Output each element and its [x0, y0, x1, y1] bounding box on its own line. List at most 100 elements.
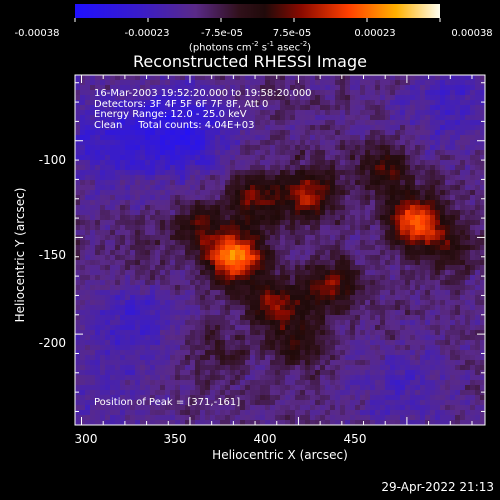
heatmap-cell: [220, 190, 226, 196]
heatmap-cell: [350, 260, 356, 266]
heatmap-cell: [340, 165, 346, 171]
heatmap-cell: [385, 145, 391, 151]
heatmap-cell: [240, 125, 246, 131]
heatmap-cell: [305, 265, 311, 271]
heatmap-cell: [330, 230, 336, 236]
heatmap-cell: [170, 115, 176, 121]
heatmap-cell: [110, 370, 116, 376]
heatmap-cell: [455, 240, 461, 246]
heatmap-cell: [450, 360, 456, 366]
heatmap-cell: [185, 305, 191, 311]
heatmap-cell: [280, 90, 286, 96]
heatmap-cell: [185, 105, 191, 111]
heatmap-cell: [435, 190, 441, 196]
heatmap-cell: [390, 290, 396, 296]
heatmap-cell: [445, 255, 451, 261]
heatmap-cell: [195, 295, 201, 301]
heatmap-cell: [135, 300, 141, 306]
heatmap-cell: [360, 215, 366, 221]
heatmap-cell: [190, 250, 196, 256]
heatmap-cell: [365, 365, 371, 371]
heatmap-cell: [340, 150, 346, 156]
heatmap-cell: [330, 280, 336, 286]
heatmap-cell: [95, 85, 101, 91]
heatmap-cell: [260, 95, 266, 101]
heatmap-cell: [425, 260, 431, 266]
heatmap-cell: [210, 100, 216, 106]
heatmap-cell: [185, 110, 191, 116]
heatmap-cell: [270, 220, 276, 226]
heatmap-cell: [410, 85, 416, 91]
heatmap-cell: [410, 365, 416, 371]
heatmap-cell: [130, 170, 136, 176]
heatmap-cell: [115, 75, 121, 81]
heatmap-cell: [480, 115, 486, 121]
heatmap-cell: [190, 365, 196, 371]
heatmap-cell: [480, 120, 486, 126]
heatmap-cell: [160, 180, 166, 186]
heatmap-cell: [370, 210, 376, 216]
heatmap-cell: [440, 150, 446, 156]
heatmap-cell: [120, 285, 126, 291]
heatmap-cell: [390, 365, 396, 371]
heatmap-cell: [115, 350, 121, 356]
heatmap-cell: [110, 235, 116, 241]
heatmap-cell: [210, 315, 216, 321]
heatmap-cell: [405, 85, 411, 91]
heatmap-cell: [250, 80, 256, 86]
heatmap-cell: [370, 185, 376, 191]
heatmap-cell: [85, 340, 91, 346]
heatmap-cell: [415, 310, 421, 316]
heatmap-cell: [230, 100, 236, 106]
heatmap-cell: [320, 145, 326, 151]
heatmap-cell: [380, 200, 386, 206]
heatmap-cell: [215, 375, 221, 381]
heatmap-cell: [135, 345, 141, 351]
heatmap-cell: [185, 165, 191, 171]
heatmap-cell: [95, 260, 101, 266]
heatmap-cell: [230, 175, 236, 181]
heatmap-cell: [305, 295, 311, 301]
heatmap-cell: [395, 350, 401, 356]
heatmap-cell: [165, 110, 171, 116]
heatmap-cell: [110, 265, 116, 271]
heatmap-cell: [445, 215, 451, 221]
heatmap-cell: [280, 375, 286, 381]
heatmap-cell: [455, 345, 461, 351]
heatmap-cell: [165, 200, 171, 206]
heatmap-cell: [280, 95, 286, 101]
heatmap-cell: [230, 80, 236, 86]
heatmap-cell: [345, 200, 351, 206]
heatmap-cell: [205, 195, 211, 201]
heatmap-cell: [235, 245, 241, 251]
heatmap-cell: [410, 345, 416, 351]
heatmap-cell: [110, 320, 116, 326]
heatmap-cell: [265, 255, 271, 261]
heatmap-cell: [105, 290, 111, 296]
heatmap-cell: [375, 360, 381, 366]
heatmap-cell: [445, 185, 451, 191]
heatmap-cell: [140, 100, 146, 106]
heatmap-cell: [390, 355, 396, 361]
heatmap-cell: [420, 330, 426, 336]
heatmap-cell: [400, 210, 406, 216]
heatmap-cell: [415, 330, 421, 336]
heatmap-cell: [420, 350, 426, 356]
heatmap-cell: [155, 190, 161, 196]
heatmap-cell: [285, 110, 291, 116]
heatmap-cell: [170, 215, 176, 221]
heatmap-cell: [230, 335, 236, 341]
heatmap-cell: [255, 345, 261, 351]
heatmap-cell: [265, 305, 271, 311]
heatmap-cell: [320, 130, 326, 136]
heatmap-cell: [230, 355, 236, 361]
heatmap-cell: [375, 180, 381, 186]
heatmap-cell: [405, 140, 411, 146]
heatmap-cell: [75, 295, 81, 301]
heatmap-cell: [80, 325, 86, 331]
heatmap-cell: [140, 320, 146, 326]
heatmap-cell: [115, 315, 121, 321]
heatmap-cell: [375, 135, 381, 141]
heatmap-cell: [380, 95, 386, 101]
heatmap-cell: [260, 350, 266, 356]
